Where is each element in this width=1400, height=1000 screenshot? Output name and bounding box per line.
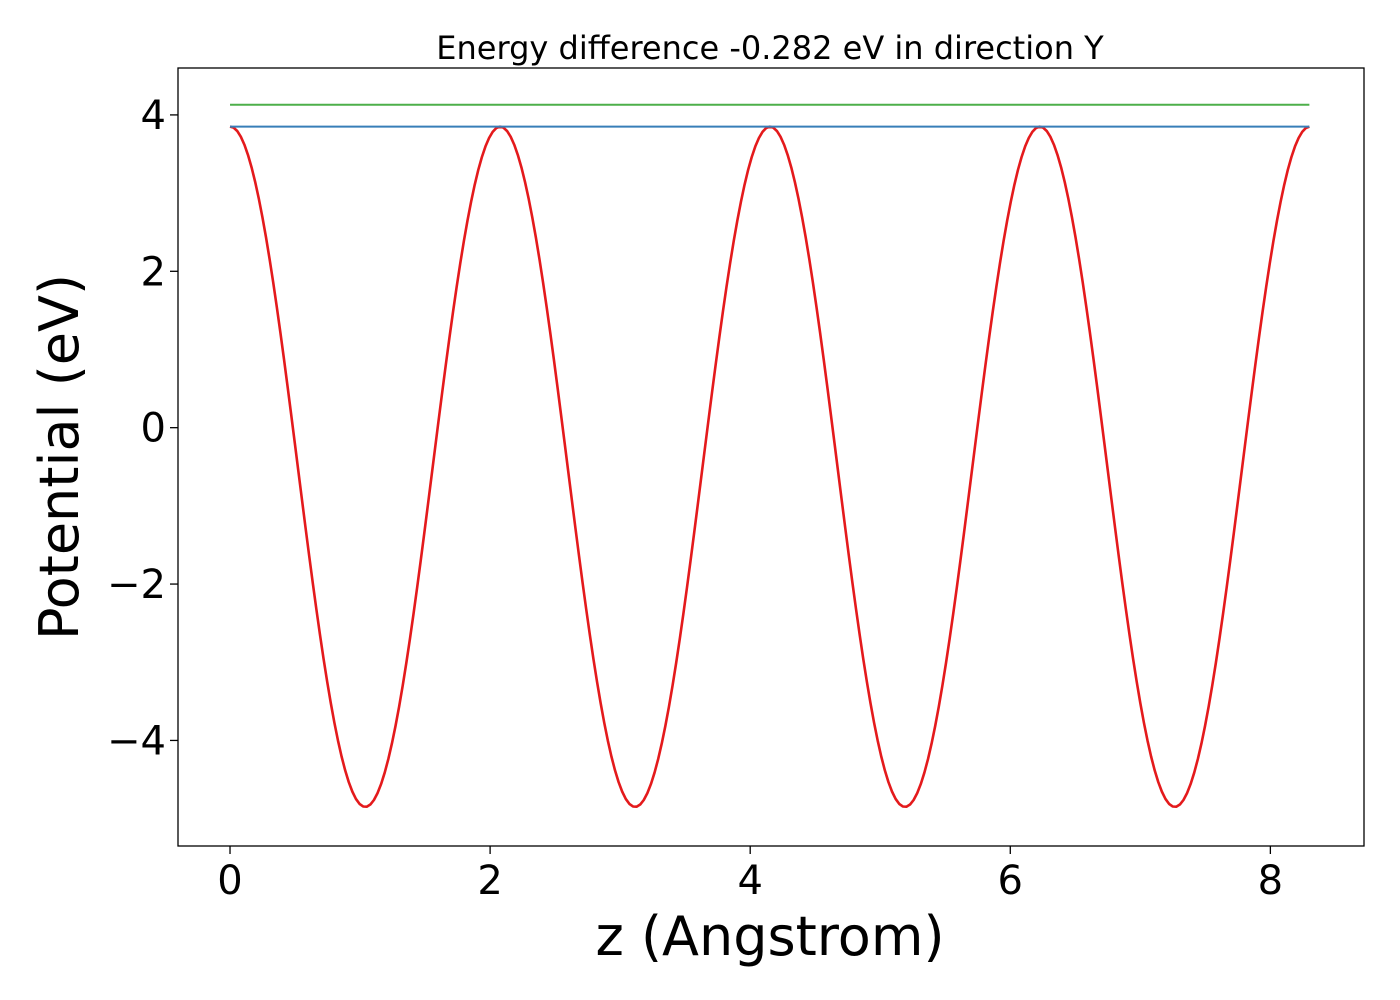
plot-lines: [229, 103, 1310, 809]
x-tick-label: 0: [217, 858, 242, 904]
x-tick-label: 2: [477, 858, 502, 904]
x-axis-title: z (Angstrom): [595, 905, 944, 968]
y-axis-ticks: −4 −2 0 2 4: [107, 93, 178, 764]
y-axis-title: Potential (eV): [28, 274, 91, 640]
y-tick-label: 2: [141, 249, 166, 295]
x-tick-label: 8: [1258, 858, 1283, 904]
series-line-0: [229, 125, 1310, 809]
chart-title: Energy difference -0.282 eV in direction…: [436, 29, 1104, 67]
x-tick-label: 6: [998, 858, 1023, 904]
y-tick-label: −4: [107, 718, 166, 764]
x-axis-ticks: 0 2 4 6 8: [217, 846, 1283, 904]
plot-frame: [177, 67, 1365, 847]
y-tick-label: −2: [107, 562, 166, 608]
y-tick-label: 4: [141, 93, 166, 139]
y-tick-label: 0: [141, 406, 166, 452]
x-tick-label: 4: [737, 858, 762, 904]
